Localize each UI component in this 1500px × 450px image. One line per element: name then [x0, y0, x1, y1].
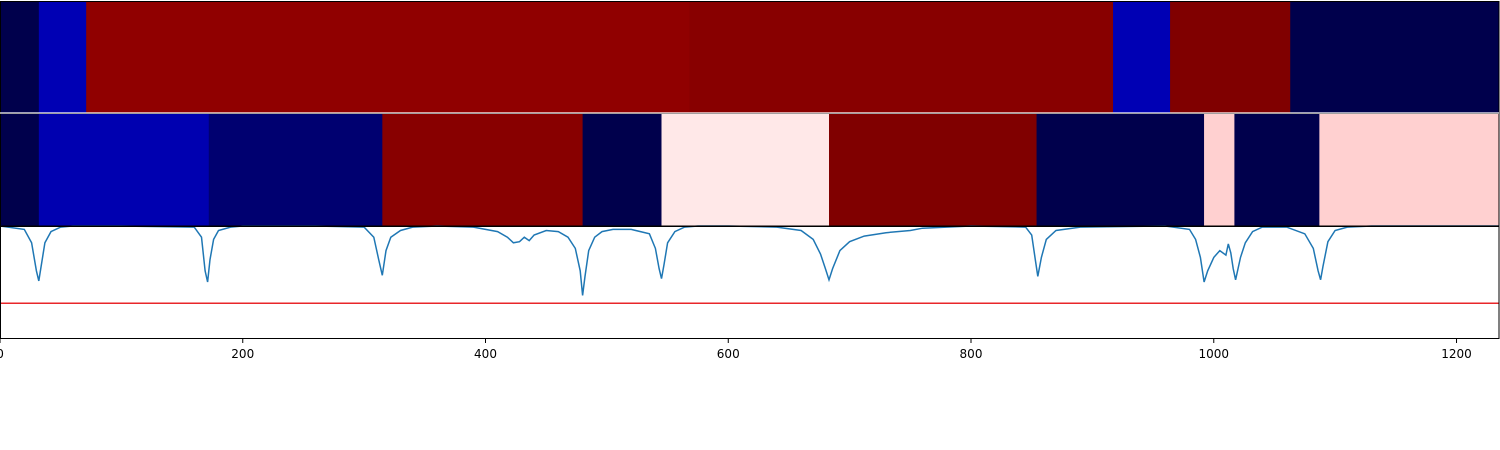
line-plot-panel — [0, 225, 1499, 305]
heatmap-cell-1-7 — [1036, 113, 1205, 226]
heatmap-cell-1-10 — [1319, 113, 1500, 226]
heatmap-cell-1-2 — [208, 113, 383, 226]
series-line — [0, 225, 1499, 296]
heatmap-cell-0-1 — [38, 1, 87, 113]
heatmap-cell-1-1 — [38, 113, 210, 226]
x-tick-label: 1200 — [1441, 347, 1472, 361]
heatmap-cell-0-4 — [1113, 1, 1171, 113]
heatmap-cell-0-3 — [689, 1, 1114, 113]
panel-frame-2 — [0, 226, 1500, 339]
x-tick-label: 0 — [0, 347, 4, 361]
x-tick-label: 1000 — [1198, 347, 1229, 361]
heatmap-cell-1-9 — [1234, 113, 1320, 226]
x-tick-label: 200 — [231, 347, 254, 361]
heatmap-middle — [0, 113, 1500, 226]
heatmap-cell-1-8 — [1204, 113, 1235, 226]
heatmap-cell-0-0 — [0, 1, 40, 113]
heatmap-cell-1-0 — [0, 113, 40, 226]
x-tick-label: 600 — [717, 347, 740, 361]
heatmap-cell-1-4 — [582, 113, 663, 226]
heatmap-cell-1-3 — [382, 113, 584, 226]
panel-frames — [0, 1, 1500, 339]
heatmap-cell-0-6 — [1290, 1, 1500, 113]
heatmap-cell-1-5 — [661, 113, 830, 226]
heatmap-cell-1-6 — [829, 113, 1038, 226]
heatmap-cell-0-5 — [1170, 1, 1291, 113]
x-axis: 0 200 400 600 800 1000 1200 — [0, 338, 1472, 361]
heatmap-top — [0, 1, 1500, 113]
x-tick-label: 400 — [474, 347, 497, 361]
heatmap-cell-0-2 — [86, 1, 690, 113]
x-tick-label: 800 — [960, 347, 983, 361]
